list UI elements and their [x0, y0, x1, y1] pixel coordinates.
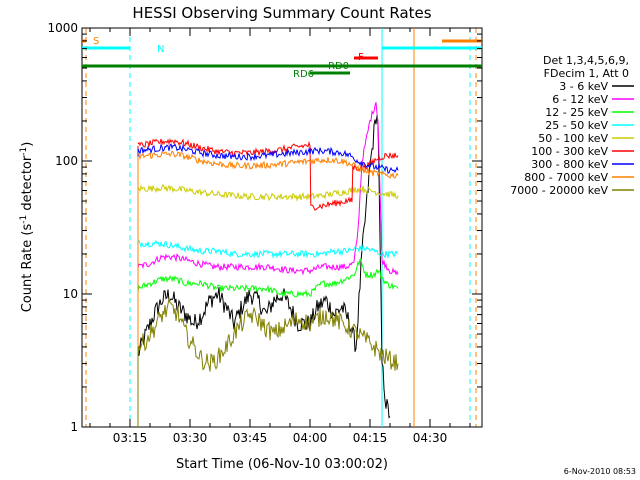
legend-header-0: Det 1,3,4,5,6,9, [543, 54, 629, 67]
series-group [137, 102, 399, 427]
series-line-5 [137, 138, 399, 211]
series-line-6 [137, 143, 399, 174]
x-tick-label-3: 04:00 [293, 431, 328, 445]
x-tick-label-0: 03:15 [113, 431, 148, 445]
x-axis-label: Start Time (06-Nov-10 03:00:02) [176, 457, 388, 472]
plot-frame [81, 27, 483, 428]
y-axis-label: Count Rate (s-1 detector-1) [19, 142, 35, 313]
y-label-main: Count Rate (s [20, 224, 35, 313]
state-label-s: S [93, 36, 99, 47]
legend-label-4: 50 - 100 keV [538, 132, 608, 145]
series-line-3 [137, 240, 399, 259]
series-line-2 [137, 258, 399, 298]
legend-label-5: 100 - 300 keV [531, 145, 608, 158]
legend: Det 1,3,4,5,6,9,FDecim 1, Att 03 - 6 keV… [510, 54, 634, 197]
axes: 03:15 03:30 03:45 04:00 04:15 04:30 1 10 100 1000 [47, 21, 482, 445]
series-line-0 [137, 115, 391, 419]
y-label-mid: detector [20, 155, 35, 215]
footer-date: 6-Nov-2010 08:53 [564, 467, 636, 476]
state-label-f: F [358, 52, 364, 63]
y-label-exp2: -1 [19, 147, 29, 156]
legend-label-3: 25 - 50 keV [545, 119, 608, 132]
series-line-8 [137, 298, 399, 372]
x-tick-label-2: 03:45 [233, 431, 268, 445]
y-tick-label-2: 100 [55, 154, 78, 168]
state-label-rd0: RD0 [328, 61, 349, 72]
y-label-end: ) [20, 142, 35, 147]
x-tick-label-1: 03:30 [173, 431, 208, 445]
instrument-state-bars: RD0 N S RD6 F [82, 28, 482, 427]
chart-title: HESSI Observing Summary Count Rates [132, 4, 431, 22]
x-tick-label-4: 04:15 [353, 431, 388, 445]
y-tick-label-0: 1 [70, 420, 78, 434]
x-tick-label-5: 04:30 [413, 431, 448, 445]
legend-label-7: 800 - 7000 keV [524, 171, 608, 184]
series-line-1 [137, 102, 399, 276]
legend-header-1: FDecim 1, Att 0 [544, 67, 629, 80]
legend-label-2: 12 - 25 keV [545, 106, 608, 119]
state-label-rd6: RD6 [293, 69, 314, 80]
y-tick-label-1: 10 [63, 287, 78, 301]
legend-label-6: 300 - 800 keV [531, 158, 608, 171]
legend-label-8: 7000 - 20000 keV [510, 184, 608, 197]
y-tick-label-3: 1000 [47, 21, 78, 35]
series-line-7 [137, 150, 399, 179]
series-line-4 [137, 183, 399, 202]
legend-label-1: 6 - 12 keV [552, 93, 608, 106]
legend-label-0: 3 - 6 keV [559, 80, 608, 93]
state-label-n: N [157, 44, 164, 55]
y-label-exp1: -1 [19, 215, 29, 224]
